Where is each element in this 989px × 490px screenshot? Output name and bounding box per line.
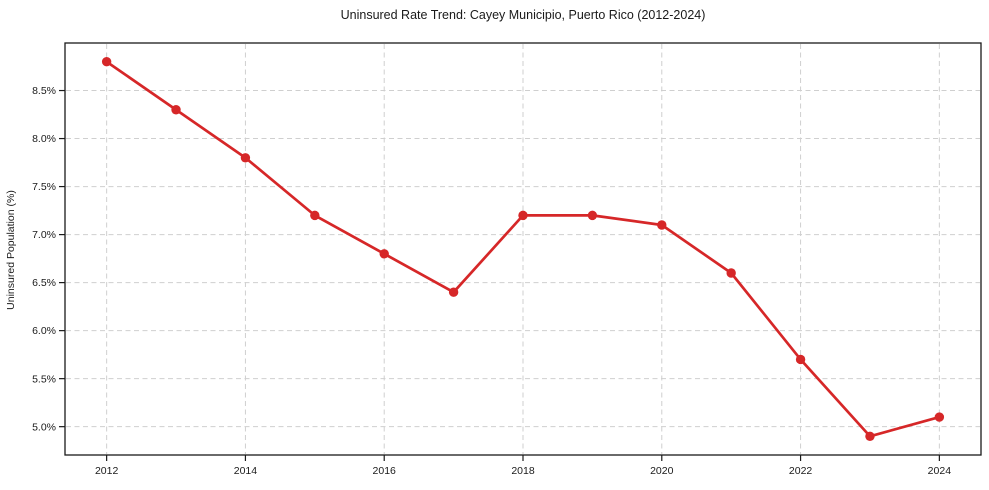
x-tick-label: 2012	[95, 465, 119, 477]
x-tick-label: 2016	[373, 465, 397, 477]
y-axis-label: Uninsured Population (%)	[5, 190, 17, 310]
y-tick-label: 8.5%	[32, 85, 56, 97]
chart-title: Uninsured Rate Trend: Cayey Municipio, P…	[341, 8, 706, 22]
data-point	[587, 210, 598, 221]
y-tick-label: 7.5%	[32, 181, 56, 193]
x-tick-label: 2014	[234, 465, 258, 477]
data-point	[448, 287, 459, 297]
data-point	[934, 412, 945, 422]
data-series	[101, 57, 945, 441]
y-tick-label: 6.5%	[32, 277, 56, 289]
y-tick-label: 8.0%	[32, 133, 56, 145]
x-tick-labels: 2012 2014 2016 2018 2020 2022 2024	[95, 465, 951, 477]
y-tick-label: 5.5%	[32, 373, 56, 385]
data-point	[240, 153, 251, 163]
y-tick-labels: 5.0% 5.5% 6.0% 6.5% 7.0% 7.5% 8.0% 8.5%	[32, 85, 56, 433]
data-point	[518, 210, 528, 221]
data-point	[379, 249, 389, 259]
y-tick-label: 5.0%	[32, 421, 56, 433]
data-point	[171, 105, 181, 115]
y-tick-label: 7.0%	[32, 229, 56, 241]
data-point	[726, 268, 736, 278]
data-point	[310, 210, 320, 221]
data-point	[657, 220, 667, 230]
x-tick-label: 2024	[928, 465, 952, 477]
data-point	[795, 354, 806, 365]
y-tick-label: 6.0%	[32, 325, 56, 337]
data-point	[101, 57, 112, 67]
gridlines	[66, 44, 980, 454]
x-tick-label: 2022	[789, 465, 813, 477]
data-point	[865, 431, 875, 441]
x-tick-label: 2020	[650, 465, 674, 477]
axis-ticks	[59, 89, 940, 461]
x-tick-label: 2018	[511, 465, 535, 477]
plot-border	[64, 42, 982, 456]
